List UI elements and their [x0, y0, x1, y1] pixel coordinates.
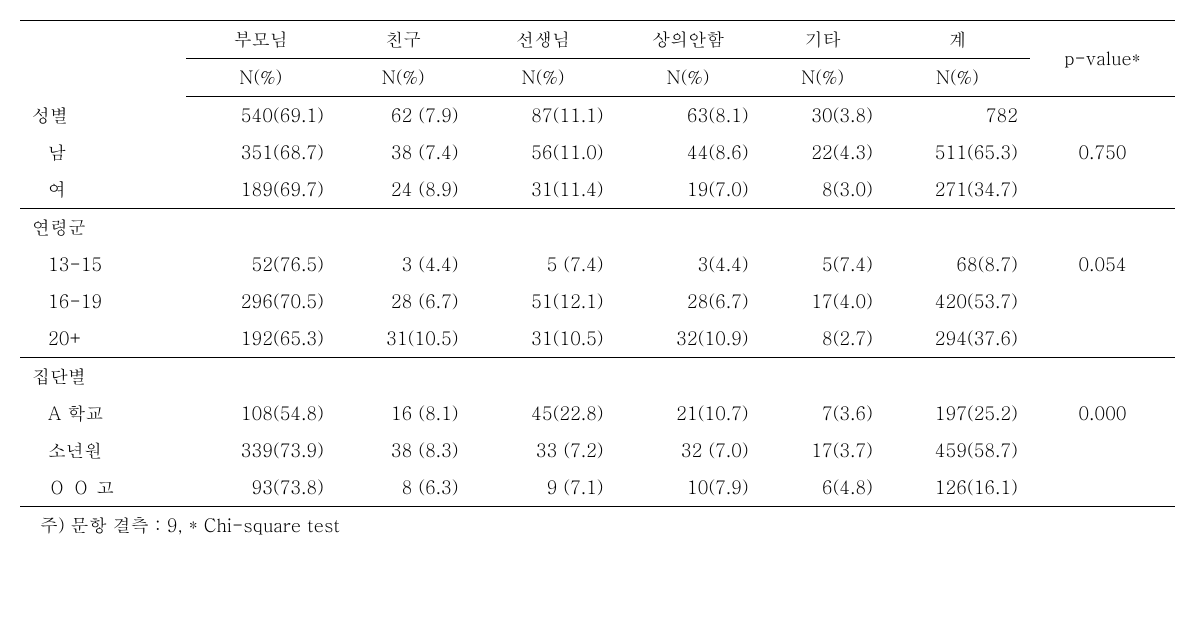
cell: 782 [885, 97, 1030, 135]
row-label: 20+ [20, 320, 186, 358]
cell: 3 (4.4) [336, 246, 471, 283]
pvalue: 0.054 [1030, 246, 1175, 283]
row-label: 13-15 [20, 246, 186, 283]
cell: 32 (7.0) [616, 432, 761, 469]
row-label: 16-19 [20, 283, 186, 320]
cell: 459(58.7) [885, 432, 1030, 469]
cell: 45(22.8) [471, 395, 616, 432]
table-row: 16-19 296(70.5) 28 (6.7) 51(12.1) 28(6.7… [20, 283, 1175, 320]
cell: 68(8.7) [885, 246, 1030, 283]
cell: 339(73.9) [186, 432, 336, 469]
table-footnote: 주) 문항 결측 : 9, * Chi-square test [20, 507, 1175, 538]
cell: 28(6.7) [616, 283, 761, 320]
cell: 108(54.8) [186, 395, 336, 432]
cell: 38 (8.3) [336, 432, 471, 469]
cell: 33 (7.2) [471, 432, 616, 469]
header-col4: 상의안함 [616, 21, 761, 59]
cell: 126(16.1) [885, 469, 1030, 507]
cell: 5 (7.4) [471, 246, 616, 283]
cell: 420(53.7) [885, 283, 1030, 320]
pvalue: 0.000 [1030, 395, 1175, 432]
cell: 31(10.5) [336, 320, 471, 358]
cell: 6(4.8) [761, 469, 885, 507]
cell: 22(4.3) [761, 134, 885, 171]
group-label: 집단별 [20, 358, 186, 396]
data-table: 부모님 친구 선생님 상의안함 기타 계 p-value* N(%) N(%) … [20, 20, 1175, 507]
cell: 56(11.0) [471, 134, 616, 171]
cell: 17(4.0) [761, 283, 885, 320]
header-col2: 친구 [336, 21, 471, 59]
cell: 197(25.2) [885, 395, 1030, 432]
cell: 44(8.6) [616, 134, 761, 171]
cell: 351(68.7) [186, 134, 336, 171]
table-row: 집단별 [20, 358, 1175, 396]
table-row: 20+ 192(65.3) 31(10.5) 31(10.5) 32(10.9)… [20, 320, 1175, 358]
cell: 540(69.1) [186, 97, 336, 135]
table-row: 13-15 52(76.5) 3 (4.4) 5 (7.4) 3(4.4) 5(… [20, 246, 1175, 283]
row-label: 남 [20, 134, 186, 171]
cell: 31(11.4) [471, 171, 616, 209]
cell: 294(37.6) [885, 320, 1030, 358]
group-label: 연령군 [20, 209, 186, 247]
cell: 7(3.6) [761, 395, 885, 432]
header-col1: 부모님 [186, 21, 336, 59]
header-col3: 선생님 [471, 21, 616, 59]
header-col6: 계 [885, 21, 1030, 59]
sub-col1: N(%) [186, 59, 336, 97]
row-label: Ｏ Ｏ 고 [20, 469, 186, 507]
cell: 24 (8.9) [336, 171, 471, 209]
sub-col3: N(%) [471, 59, 616, 97]
cell: 30(3.8) [761, 97, 885, 135]
header-col5: 기타 [761, 21, 885, 59]
header-pvalue: p-value* [1030, 21, 1175, 97]
cell: 19(7.0) [616, 171, 761, 209]
cell: 51(12.1) [471, 283, 616, 320]
cell: 192(65.3) [186, 320, 336, 358]
pvalue: 0.750 [1030, 134, 1175, 171]
table-row: Ｏ Ｏ 고 93(73.8) 8 (6.3) 9 (7.1) 10(7.9) 6… [20, 469, 1175, 507]
sub-col6: N(%) [885, 59, 1030, 97]
table-body: 성별 540(69.1) 62 (7.9) 87(11.1) 63(8.1) 3… [20, 97, 1175, 507]
row-label: A 학교 [20, 395, 186, 432]
cell: 3(4.4) [616, 246, 761, 283]
cell: 32(10.9) [616, 320, 761, 358]
cell: 8 (6.3) [336, 469, 471, 507]
table-row: 여 189(69.7) 24 (8.9) 31(11.4) 19(7.0) 8(… [20, 171, 1175, 209]
table-row: 성별 540(69.1) 62 (7.9) 87(11.1) 63(8.1) 3… [20, 97, 1175, 135]
cell: 28 (6.7) [336, 283, 471, 320]
cell: 87(11.1) [471, 97, 616, 135]
cell: 5(7.4) [761, 246, 885, 283]
table-row: 연령군 [20, 209, 1175, 247]
cell: 10(7.9) [616, 469, 761, 507]
row-label: 여 [20, 171, 186, 209]
cell: 9 (7.1) [471, 469, 616, 507]
table-row: A 학교 108(54.8) 16 (8.1) 45(22.8) 21(10.7… [20, 395, 1175, 432]
table-row: 남 351(68.7) 38 (7.4) 56(11.0) 44(8.6) 22… [20, 134, 1175, 171]
cell: 93(73.8) [186, 469, 336, 507]
cell: 38 (7.4) [336, 134, 471, 171]
cell: 271(34.7) [885, 171, 1030, 209]
table-header: 부모님 친구 선생님 상의안함 기타 계 p-value* N(%) N(%) … [20, 21, 1175, 97]
group-label: 성별 [20, 97, 186, 135]
cell: 8(2.7) [761, 320, 885, 358]
cell: 62 (7.9) [336, 97, 471, 135]
cell: 52(76.5) [186, 246, 336, 283]
cell: 21(10.7) [616, 395, 761, 432]
sub-col4: N(%) [616, 59, 761, 97]
sub-col5: N(%) [761, 59, 885, 97]
cell: 63(8.1) [616, 97, 761, 135]
sub-col2: N(%) [336, 59, 471, 97]
cell: 8(3.0) [761, 171, 885, 209]
cell: 189(69.7) [186, 171, 336, 209]
cell: 296(70.5) [186, 283, 336, 320]
table-row: 소년원 339(73.9) 38 (8.3) 33 (7.2) 32 (7.0)… [20, 432, 1175, 469]
cell: 17(3.7) [761, 432, 885, 469]
row-label: 소년원 [20, 432, 186, 469]
cell: 511(65.3) [885, 134, 1030, 171]
cell: 16 (8.1) [336, 395, 471, 432]
cell: 31(10.5) [471, 320, 616, 358]
